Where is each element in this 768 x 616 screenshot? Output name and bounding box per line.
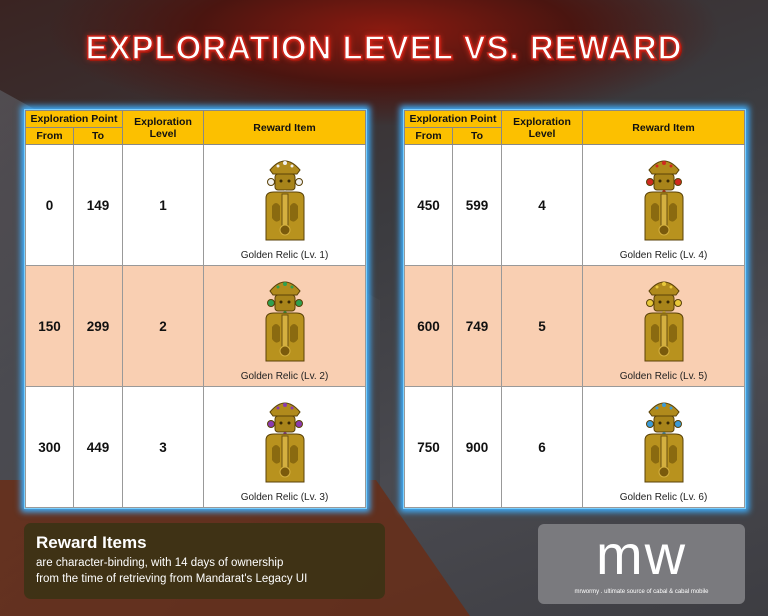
reward-note: Reward Items are character-binding, with… bbox=[24, 523, 385, 599]
page-title: EXPLORATION LEVEL VS. REWARD bbox=[85, 28, 683, 67]
cell-level: 5 bbox=[501, 265, 584, 387]
reward-table-left: Exploration Point Exploration Level Reward… bbox=[24, 109, 367, 509]
note-line: from the time of retrieving from Mandara… bbox=[36, 573, 308, 585]
header-exploration-point: Exploration Point bbox=[24, 110, 124, 128]
header-from: From bbox=[404, 127, 453, 145]
cell-reward: Golden Relic (Lv. 5) bbox=[582, 265, 745, 387]
cell-from: 300 bbox=[25, 386, 74, 508]
reward-name: Golden Relic (Lv. 4) bbox=[619, 249, 708, 261]
cell-from: 750 bbox=[404, 386, 453, 508]
header-exploration-point: Exploration Point bbox=[403, 110, 503, 128]
reward-name: Golden Relic (Lv. 3) bbox=[240, 491, 329, 503]
cell-to: 299 bbox=[72, 265, 124, 387]
reward-name: Golden Relic (Lv. 6) bbox=[619, 491, 708, 503]
header-from: From bbox=[25, 127, 74, 145]
golden-relic-icon bbox=[265, 160, 304, 240]
cell-to: 900 bbox=[451, 386, 503, 508]
table-row: 0 149 1 Golden Relic (Lv. 1) bbox=[25, 144, 366, 266]
golden-relic-icon bbox=[644, 281, 683, 361]
cell-to: 449 bbox=[72, 386, 124, 508]
table-row: 450 599 4 Golden Relic (Lv. 4) bbox=[404, 144, 745, 266]
cell-level: 6 bbox=[501, 386, 584, 508]
table-row: 300 449 3 Golden Relic (Lv. 3) bbox=[25, 386, 366, 508]
header-exploration-level: Exploration Level bbox=[122, 110, 205, 145]
cell-to: 749 bbox=[451, 265, 503, 387]
golden-relic-icon bbox=[265, 402, 304, 482]
cell-level: 4 bbox=[501, 144, 584, 266]
mw-logo: mw mrwormy . ultimate source of cabal & … bbox=[538, 524, 745, 604]
reward-table-right: Exploration Point Exploration Level Reward… bbox=[403, 109, 746, 509]
cell-reward: Golden Relic (Lv. 3) bbox=[203, 386, 366, 508]
golden-relic-icon bbox=[265, 281, 304, 361]
header-to: To bbox=[451, 127, 503, 145]
cell-from: 150 bbox=[25, 265, 74, 387]
note-line: are character-binding, with 14 days of o… bbox=[36, 557, 284, 569]
reward-table: Exploration Point Exploration Level Reward… bbox=[403, 110, 745, 508]
cell-reward: Golden Relic (Lv. 1) bbox=[203, 144, 366, 266]
cell-to: 149 bbox=[72, 144, 124, 266]
cell-reward: Golden Relic (Lv. 4) bbox=[582, 144, 745, 266]
cell-level: 2 bbox=[122, 265, 205, 387]
header-reward-item: Reward Item bbox=[582, 110, 745, 145]
cell-from: 600 bbox=[404, 265, 453, 387]
header-reward-item: Reward Item bbox=[203, 110, 366, 145]
golden-relic-icon bbox=[644, 160, 683, 240]
note-title: Reward Items bbox=[36, 533, 147, 552]
header-to: To bbox=[72, 127, 124, 145]
cell-level: 1 bbox=[122, 144, 205, 266]
reward-name: Golden Relic (Lv. 2) bbox=[240, 370, 329, 382]
cell-from: 0 bbox=[25, 144, 74, 266]
golden-relic-icon bbox=[644, 402, 683, 482]
reward-table: Exploration Point Exploration Level Reward… bbox=[24, 110, 366, 508]
table-row: 600 749 5 Golden Relic (Lv. 5) bbox=[404, 265, 745, 387]
logo-mark: mw bbox=[595, 523, 688, 586]
reward-name: Golden Relic (Lv. 5) bbox=[619, 370, 708, 382]
table-row: 150 299 2 Golden Relic (Lv. 2) bbox=[25, 265, 366, 387]
cell-reward: Golden Relic (Lv. 6) bbox=[582, 386, 745, 508]
logo-tagline: mrwormy . ultimate source of cabal & cab… bbox=[574, 589, 709, 595]
cell-to: 599 bbox=[451, 144, 503, 266]
table-row: 750 900 6 Golden Relic (Lv. 6) bbox=[404, 386, 745, 508]
reward-name: Golden Relic (Lv. 1) bbox=[240, 249, 329, 261]
cell-level: 3 bbox=[122, 386, 205, 508]
header-exploration-level: Exploration Level bbox=[501, 110, 584, 145]
cell-from: 450 bbox=[404, 144, 453, 266]
cell-reward: Golden Relic (Lv. 2) bbox=[203, 265, 366, 387]
